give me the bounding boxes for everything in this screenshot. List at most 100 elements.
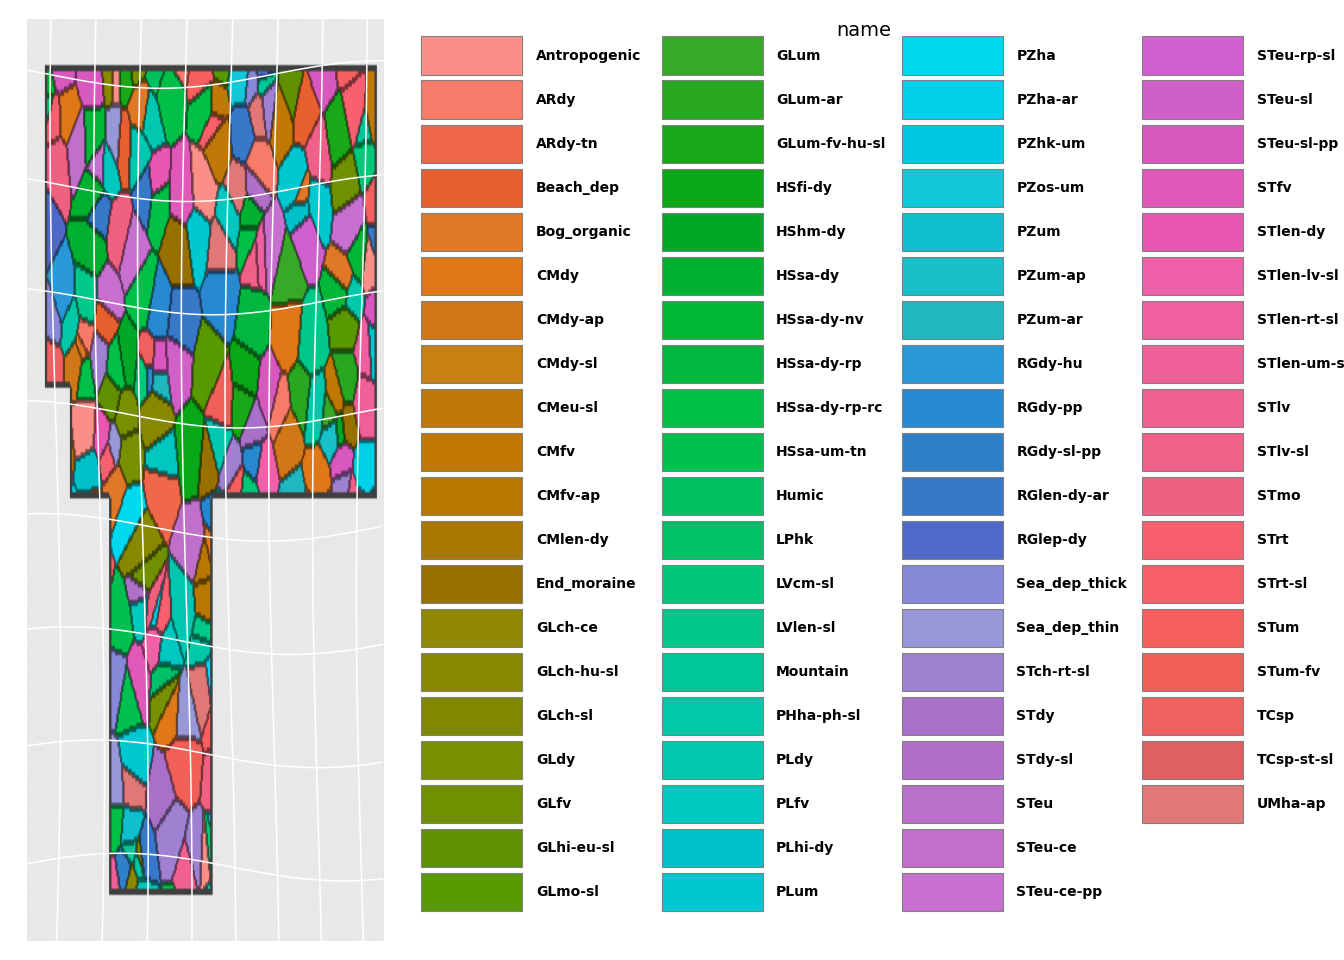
Text: Mountain: Mountain xyxy=(775,665,849,679)
Bar xyxy=(1142,653,1243,691)
Bar xyxy=(1142,345,1243,383)
Text: Antropogenic: Antropogenic xyxy=(536,49,641,62)
Text: RGlep-dy: RGlep-dy xyxy=(1016,533,1087,547)
Text: STlen-dy: STlen-dy xyxy=(1257,225,1325,239)
Bar xyxy=(902,609,1003,647)
Bar xyxy=(1142,477,1243,515)
Bar xyxy=(422,125,523,163)
Text: STlv: STlv xyxy=(1257,401,1290,415)
Text: HSsa-dy-rp: HSsa-dy-rp xyxy=(775,357,863,371)
Text: STeu-rp-sl: STeu-rp-sl xyxy=(1257,49,1335,62)
Text: PHha-ph-sl: PHha-ph-sl xyxy=(775,708,862,723)
Bar xyxy=(1142,520,1243,559)
Text: STeu: STeu xyxy=(1016,797,1054,811)
Text: HSsa-dy: HSsa-dy xyxy=(775,269,840,283)
Bar xyxy=(902,873,1003,911)
Text: PZum: PZum xyxy=(1016,225,1060,239)
Bar xyxy=(422,300,523,339)
Bar xyxy=(661,873,762,911)
Bar xyxy=(661,653,762,691)
Text: GLch-hu-sl: GLch-hu-sl xyxy=(536,665,618,679)
Text: Bog_organic: Bog_organic xyxy=(536,225,632,239)
Text: GLum: GLum xyxy=(775,49,821,62)
Text: STdy-sl: STdy-sl xyxy=(1016,753,1074,767)
Bar xyxy=(422,477,523,515)
Bar xyxy=(902,169,1003,207)
Text: HSfi-dy: HSfi-dy xyxy=(775,180,833,195)
Text: STum-fv: STum-fv xyxy=(1257,665,1320,679)
Text: HSsa-dy-rp-rc: HSsa-dy-rp-rc xyxy=(775,401,883,415)
Bar xyxy=(902,212,1003,251)
Bar xyxy=(661,300,762,339)
Bar xyxy=(422,256,523,295)
Text: ARdy: ARdy xyxy=(536,93,577,107)
Bar xyxy=(1142,125,1243,163)
Bar xyxy=(661,212,762,251)
Bar xyxy=(1142,389,1243,427)
Bar xyxy=(422,169,523,207)
Bar xyxy=(661,477,762,515)
Text: STum: STum xyxy=(1257,621,1298,635)
Bar xyxy=(1142,564,1243,603)
Bar xyxy=(902,784,1003,823)
Bar xyxy=(422,564,523,603)
Bar xyxy=(422,828,523,867)
Bar xyxy=(661,81,762,119)
Text: PLhi-dy: PLhi-dy xyxy=(775,841,835,855)
Text: STeu-ce: STeu-ce xyxy=(1016,841,1077,855)
Bar xyxy=(422,81,523,119)
Bar xyxy=(902,564,1003,603)
Text: PZha-ar: PZha-ar xyxy=(1016,93,1078,107)
Text: STrt: STrt xyxy=(1257,533,1288,547)
Text: STeu-sl-pp: STeu-sl-pp xyxy=(1257,136,1337,151)
Bar xyxy=(902,520,1003,559)
Bar xyxy=(1142,256,1243,295)
Bar xyxy=(661,345,762,383)
Text: HSsa-um-tn: HSsa-um-tn xyxy=(775,444,868,459)
Bar xyxy=(422,36,523,75)
Text: End_moraine: End_moraine xyxy=(536,577,637,590)
Text: STeu-ce-pp: STeu-ce-pp xyxy=(1016,885,1102,899)
Bar xyxy=(1142,81,1243,119)
Bar xyxy=(661,520,762,559)
Bar xyxy=(902,653,1003,691)
Text: STdy: STdy xyxy=(1016,708,1055,723)
Bar xyxy=(902,697,1003,735)
Bar xyxy=(1142,300,1243,339)
Bar xyxy=(422,609,523,647)
Text: GLmo-sl: GLmo-sl xyxy=(536,885,598,899)
Bar xyxy=(661,433,762,471)
Text: HShm-dy: HShm-dy xyxy=(775,225,847,239)
Bar xyxy=(902,389,1003,427)
Bar xyxy=(1142,36,1243,75)
Bar xyxy=(1142,741,1243,780)
Text: GLch-ce: GLch-ce xyxy=(536,621,598,635)
Bar xyxy=(422,345,523,383)
Text: CMdy: CMdy xyxy=(536,269,579,283)
Bar xyxy=(902,433,1003,471)
Text: GLdy: GLdy xyxy=(536,753,575,767)
Text: STch-rt-sl: STch-rt-sl xyxy=(1016,665,1090,679)
Text: STlen-um-sl: STlen-um-sl xyxy=(1257,357,1344,371)
Bar xyxy=(902,741,1003,780)
Bar xyxy=(902,477,1003,515)
Bar xyxy=(661,609,762,647)
Bar xyxy=(1142,697,1243,735)
Text: CMfv-ap: CMfv-ap xyxy=(536,489,599,503)
Text: RGdy-sl-pp: RGdy-sl-pp xyxy=(1016,444,1102,459)
Text: ARdy-tn: ARdy-tn xyxy=(536,136,598,151)
Text: Humic: Humic xyxy=(775,489,825,503)
Bar xyxy=(902,36,1003,75)
Text: STfv: STfv xyxy=(1257,180,1292,195)
Bar xyxy=(661,564,762,603)
Text: Beach_dep: Beach_dep xyxy=(536,180,620,195)
Text: GLhi-eu-sl: GLhi-eu-sl xyxy=(536,841,614,855)
Text: PZhk-um: PZhk-um xyxy=(1016,136,1086,151)
Bar xyxy=(1142,784,1243,823)
Text: LVcm-sl: LVcm-sl xyxy=(775,577,835,590)
Bar xyxy=(422,520,523,559)
Bar xyxy=(1142,609,1243,647)
Text: LVlen-sl: LVlen-sl xyxy=(775,621,836,635)
Bar xyxy=(422,653,523,691)
Bar xyxy=(902,300,1003,339)
